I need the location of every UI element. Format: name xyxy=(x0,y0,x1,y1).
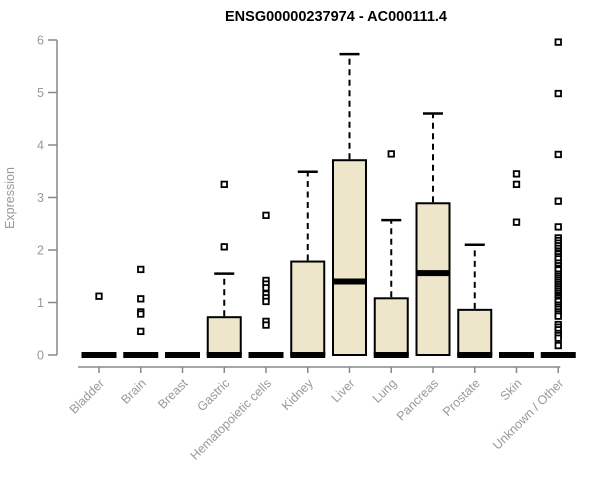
x-tick-label: Skin xyxy=(498,376,525,403)
outlier-point xyxy=(220,180,228,189)
chart-title: ENSG00000237974 - AC000111.4 xyxy=(225,9,447,25)
x-tick-label: Brain xyxy=(118,376,149,407)
median-line xyxy=(540,352,576,358)
box xyxy=(290,260,326,356)
outlier-point xyxy=(554,334,562,342)
x-tick-label: Bladder xyxy=(67,376,107,416)
x-tick-label: Hematopoietic cells xyxy=(188,376,275,463)
outlier-point xyxy=(137,265,145,274)
y-tick-label: 5 xyxy=(37,86,44,100)
plot-area: 0 1 2 3 4 5 6 Bladder Brain Breast GastricHematopo… xyxy=(37,34,576,463)
outlier-point xyxy=(220,243,228,251)
y-tick-label: 3 xyxy=(37,191,44,205)
median-line xyxy=(499,352,534,358)
median-line xyxy=(206,352,242,358)
outlier-point xyxy=(512,180,521,189)
y-tick-label: 2 xyxy=(37,244,44,258)
y-tick-label: 6 xyxy=(37,34,44,48)
outlier-point xyxy=(554,223,562,231)
median-line xyxy=(248,352,284,358)
box xyxy=(373,297,409,356)
outlier-point xyxy=(137,295,145,303)
box xyxy=(457,308,493,357)
box xyxy=(415,202,451,356)
median-line xyxy=(332,278,367,285)
x-tick-label: Lung xyxy=(370,376,400,406)
outlier-point xyxy=(95,292,103,300)
outlier-point xyxy=(554,197,562,205)
median-line xyxy=(81,352,117,358)
x-tick-label: Prostate xyxy=(440,376,483,419)
outlier-point xyxy=(137,310,145,318)
median-line xyxy=(290,352,326,358)
outlier-point xyxy=(262,211,270,220)
median-line xyxy=(457,352,493,358)
x-tick-label: Breast xyxy=(155,376,191,412)
y-tick-label: 4 xyxy=(37,139,44,153)
y-tick-label: 0 xyxy=(37,349,44,363)
x-tick-label: Pancreas xyxy=(394,376,441,423)
x-tick-label: Kidney xyxy=(279,376,316,413)
box xyxy=(206,316,242,357)
x-tick-label: Liver xyxy=(329,376,358,405)
median-line xyxy=(165,352,200,358)
outlier-point xyxy=(137,327,145,336)
y-axis-title: Expression xyxy=(3,167,17,229)
outlier-point xyxy=(512,170,521,178)
x-tick-label: Unknown / Other xyxy=(490,376,566,452)
y-tick-label: 1 xyxy=(37,296,44,310)
outlier-point xyxy=(554,341,562,350)
outlier-point xyxy=(554,89,562,98)
median-line xyxy=(415,270,451,277)
x-tick-label: Gastric xyxy=(194,376,232,414)
outlier-point xyxy=(554,150,562,159)
outlier-point xyxy=(262,284,270,292)
outlier-point xyxy=(554,38,562,46)
outlier-point xyxy=(554,312,562,320)
outlier-point xyxy=(262,321,270,329)
outlier-point xyxy=(262,297,270,306)
box xyxy=(332,159,367,356)
median-line xyxy=(123,352,159,358)
outlier-point xyxy=(512,218,521,226)
outlier-point xyxy=(387,150,395,158)
median-line xyxy=(373,352,409,358)
